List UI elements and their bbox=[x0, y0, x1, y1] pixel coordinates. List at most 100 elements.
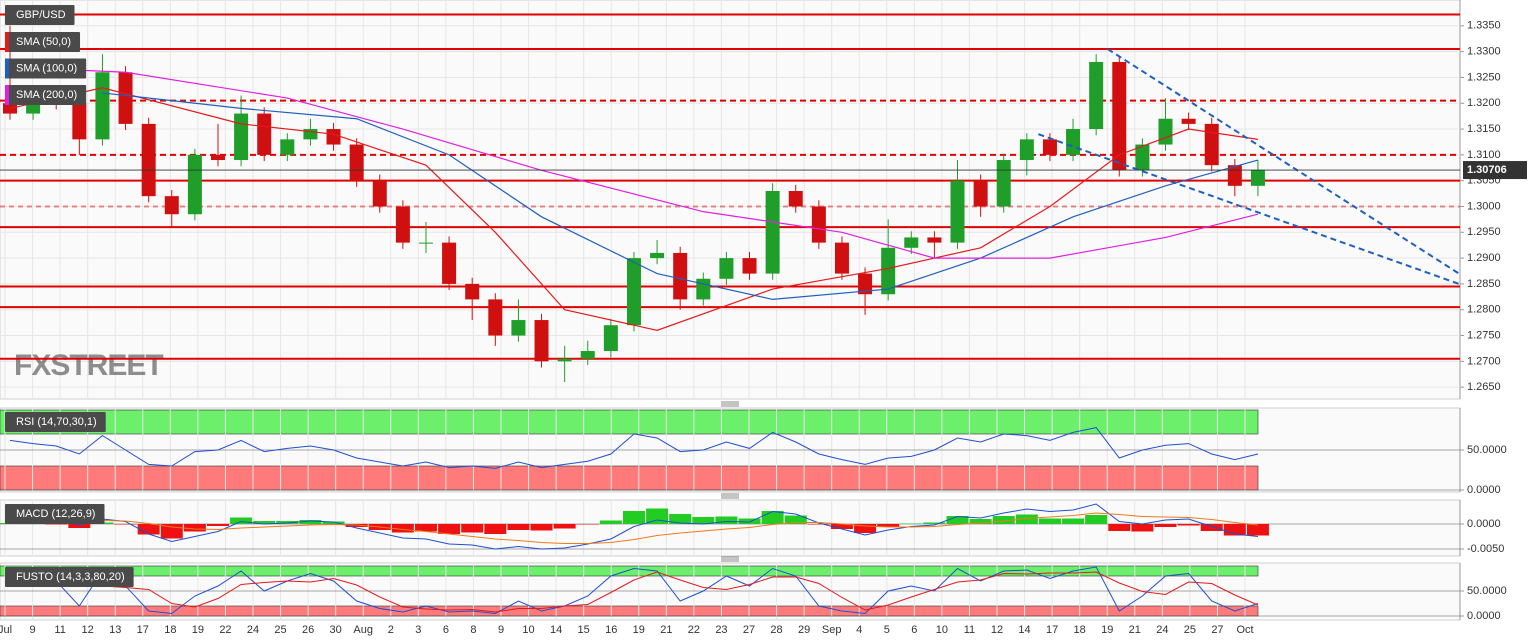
histogram-bar bbox=[1131, 524, 1154, 532]
histogram-bar bbox=[1015, 514, 1038, 524]
histogram-bar bbox=[183, 524, 206, 532]
indicator-line bbox=[9, 566, 1259, 615]
histogram-bar bbox=[1085, 515, 1108, 524]
indicator-label: RSI (14,70,30,1) bbox=[16, 416, 97, 428]
candle-body bbox=[580, 351, 595, 359]
candle-body bbox=[788, 190, 803, 207]
plot-area bbox=[0, 0, 1461, 400]
indicator-label: MACD (12,26,9) bbox=[16, 508, 95, 520]
candle-body bbox=[511, 320, 526, 336]
candle-body bbox=[1135, 144, 1150, 171]
histogram-bar bbox=[854, 524, 877, 533]
x-tick-label: 11 bbox=[964, 624, 975, 636]
histogram-bar bbox=[992, 516, 1015, 524]
x-tick-label: 19 bbox=[633, 624, 645, 636]
y-tick-label: 1.3350 bbox=[1467, 20, 1501, 32]
candle-body bbox=[626, 258, 641, 326]
x-tick-label: 19 bbox=[192, 624, 204, 636]
y-tick-label: 1.3150 bbox=[1467, 123, 1501, 135]
moving-average bbox=[9, 87, 1259, 331]
candle-body bbox=[858, 273, 873, 295]
histogram-bar bbox=[1038, 518, 1061, 524]
x-tick-label: 25 bbox=[1184, 624, 1196, 636]
histogram-bar bbox=[900, 523, 923, 524]
histogram-bar bbox=[1062, 518, 1085, 524]
candle-body bbox=[834, 242, 849, 274]
x-tick-label: Aug bbox=[353, 624, 373, 636]
x-tick-label: 18 bbox=[164, 624, 176, 636]
histogram-bar bbox=[114, 524, 137, 525]
histogram-bar bbox=[969, 519, 992, 524]
candle-body bbox=[696, 278, 711, 300]
candle-body bbox=[418, 242, 433, 244]
x-tick-label: 30 bbox=[330, 624, 342, 636]
histogram-bar bbox=[807, 524, 830, 525]
y-tick-label: 1.3000 bbox=[1467, 200, 1501, 212]
histogram-bar bbox=[68, 524, 91, 528]
x-tick-label: 21 bbox=[1129, 624, 1141, 636]
candle-body bbox=[881, 247, 896, 295]
y-tick-label: 1.3300 bbox=[1467, 46, 1501, 58]
last-price-box bbox=[1463, 161, 1527, 180]
x-tick-label: 27 bbox=[743, 624, 755, 636]
candle-body bbox=[973, 180, 988, 207]
x-tick-label: 12 bbox=[82, 624, 94, 636]
histogram-bar bbox=[1246, 524, 1269, 536]
candle-body bbox=[1158, 118, 1173, 145]
panel-handles bbox=[721, 401, 739, 562]
histogram-bar bbox=[553, 524, 576, 529]
y-tick-label: 0.0000 bbox=[1467, 518, 1501, 530]
histogram-bar bbox=[946, 516, 969, 524]
x-tick-label: 25 bbox=[274, 624, 286, 636]
legend-swatch bbox=[5, 58, 9, 79]
histogram-bar bbox=[738, 518, 761, 524]
histogram-bar bbox=[715, 516, 738, 524]
y-tick-label: 1.2800 bbox=[1467, 304, 1501, 316]
candle-body bbox=[1042, 139, 1057, 155]
candle-body bbox=[1019, 139, 1034, 161]
candle-body bbox=[257, 113, 272, 155]
x-tick-label: 13 bbox=[109, 624, 121, 636]
candle-body bbox=[927, 237, 942, 243]
x-tick-label: 8 bbox=[470, 624, 476, 636]
histogram-bar bbox=[253, 521, 276, 524]
histogram-bar bbox=[877, 524, 900, 527]
y-tick-label: 1.2950 bbox=[1467, 226, 1501, 238]
x-tick-label: 6 bbox=[443, 624, 449, 636]
threshold-band bbox=[0, 565, 1259, 577]
histogram-bar bbox=[299, 520, 322, 524]
histogram-bar bbox=[761, 511, 784, 524]
candle-body bbox=[719, 258, 734, 279]
x-tick-label: 27 bbox=[1211, 624, 1223, 636]
candle-body bbox=[557, 358, 572, 362]
candle-body bbox=[1181, 118, 1196, 124]
indicator-label-box bbox=[5, 504, 105, 524]
histogram-bar bbox=[692, 517, 715, 524]
candle-body bbox=[187, 154, 202, 215]
watermark: FXSTREET bbox=[14, 349, 163, 382]
x-tick-label: 14 bbox=[550, 624, 562, 636]
candle-body bbox=[1112, 61, 1127, 171]
indicator-label-box bbox=[5, 85, 87, 105]
candle-body bbox=[950, 180, 965, 243]
histogram-bar bbox=[923, 522, 946, 524]
histogram-bar bbox=[830, 524, 853, 529]
indicator-label-box bbox=[5, 567, 134, 587]
y-tick-label: 1.2650 bbox=[1467, 381, 1501, 393]
x-tick-label: 19 bbox=[1101, 624, 1113, 636]
candle-body bbox=[72, 103, 87, 140]
candle-body bbox=[372, 180, 387, 207]
histogram-bar bbox=[669, 514, 692, 524]
x-tick-label: 10 bbox=[522, 624, 534, 636]
histogram-bar bbox=[530, 524, 553, 531]
histogram-bar bbox=[622, 511, 645, 524]
y-tick-label: 50.0000 bbox=[1467, 444, 1507, 456]
histogram-bar bbox=[1223, 524, 1246, 536]
candle-body bbox=[996, 160, 1011, 207]
threshold-band bbox=[0, 465, 1259, 491]
y-tick-label: 1.2700 bbox=[1467, 355, 1501, 367]
histogram-bar bbox=[461, 524, 484, 533]
x-tick-label: 15 bbox=[578, 624, 590, 636]
indicator-label: FUSTO (14,3,3,80,20) bbox=[16, 571, 125, 583]
